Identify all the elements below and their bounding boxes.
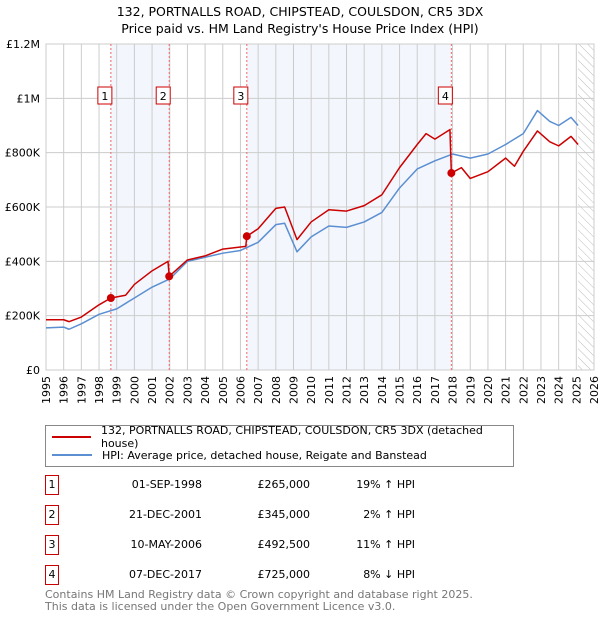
legend-label: 132, PORTNALLS ROAD, CHIPSTEAD, COULSDON… [100,424,483,450]
legend-swatch-red [52,436,91,438]
sale-price: £345,000 [257,508,311,521]
legend-label: HPI: Average price, detached house, Reig… [102,448,427,462]
x-tick-label: 2016 [411,376,424,404]
sale-label-box [97,86,113,105]
x-tick-label: 1995 [40,376,53,404]
x-tick-label: 2008 [270,376,283,404]
sale-label-box [233,86,249,105]
sale-point [106,294,115,303]
legend-item-hpi: HPI: Average price, detached house, Reig… [52,447,427,463]
footer-line-2: This data is licensed under the Open Gov… [45,600,396,613]
y-tick-label: £0 [26,364,40,377]
x-tick-label: 2011 [323,376,336,404]
sale-number: 3 [45,535,59,555]
sale-number: 4 [45,565,59,585]
sale-label: 4 [442,90,449,103]
legend: 132, PORTNALLS ROAD, CHIPSTEAD, COULSDON… [45,424,514,467]
sale-price: £725,000 [257,568,311,581]
sale-hpi-diff: 2% ↑ HPI [363,508,415,521]
sale-point [242,232,251,241]
sale-label: 1 [101,90,108,103]
sale-label: 3 [237,90,244,103]
x-tick-label: 2004 [199,376,212,404]
x-tick-label: 2002 [164,376,177,404]
x-tick-label: 2020 [482,376,495,404]
y-tick-label: £600K [5,201,41,214]
x-tick-label: 2007 [252,376,265,404]
sale-number: 1 [45,475,59,495]
x-tick-label: 2021 [500,376,513,404]
x-tick-label: 2018 [447,376,460,404]
x-tick-label: 1999 [111,376,124,404]
x-tick-label: 2000 [128,376,141,404]
x-tick-label: 2024 [553,376,566,404]
x-tick-label: 1998 [93,376,106,404]
legend-swatch-blue [52,454,92,456]
y-tick-label: £1.2M [6,38,40,51]
x-tick-label: 1996 [58,376,71,404]
sale-number: 2 [45,505,59,525]
x-tick-label: 2019 [464,376,477,404]
sale-date: 01-SEP-1998 [131,478,202,491]
sale-point [447,169,456,178]
plot-border [45,43,595,371]
price-chart: 1995 1996 1997 1998 1999 2000 2001 2002 2003 2004… [5,38,600,404]
x-tick-label: 2015 [394,376,407,404]
sale-hpi-diff: 11% ↑ HPI [356,538,415,551]
chart-subtitle: Price paid vs. HM Land Registry's House … [121,21,479,36]
x-tick-label: 2012 [341,376,354,404]
sale-hpi-diff: 8% ↓ HPI [363,568,415,581]
sale-price: £492,500 [257,538,311,551]
sale-price: £265,000 [257,478,311,491]
x-tick-label: 2025 [570,376,583,404]
sales-table-row: 3 10-MAY-2006 £492,500 11% ↑ HPI [45,535,415,555]
series-line-hpi [45,109,579,330]
y-tick-label: £400K [5,255,41,268]
legend-item-property: 132, PORTNALLS ROAD, CHIPSTEAD, COULSDON… [52,424,513,450]
sale-date: 10-MAY-2006 [130,538,202,551]
y-tick-label: £200K [5,310,41,323]
sales-table-row: 4 07-DEC-2017 £725,000 8% ↓ HPI [45,565,415,585]
y-tick-label: £800K [5,147,41,160]
x-tick-label: 2009 [287,376,300,404]
x-tick-label: 1997 [75,376,88,404]
sale-date: 07-DEC-2017 [128,568,202,581]
sale-date: 21-DEC-2001 [128,508,202,521]
x-tick-label: 2001 [146,376,159,404]
footer-line-1: Contains HM Land Registry data © Crown c… [45,588,473,601]
x-tick-label: 2006 [234,376,247,404]
series-line-property [46,128,579,323]
chart-title: 132, PORTNALLS ROAD, CHIPSTEAD, COULSDON… [116,4,484,19]
x-tick-label: 2026 [588,376,600,404]
x-tick-label: 2013 [358,376,371,404]
y-tick-label: £1M [17,92,41,105]
sales-table-row: 1 01-SEP-1998 £265,000 19% ↑ HPI [45,475,415,495]
sale-label-box [437,86,453,105]
x-tick-label: 2023 [535,376,548,404]
sales-table-row: 2 21-DEC-2001 £345,000 2% ↑ HPI [45,505,415,525]
x-tick-label: 2014 [376,376,389,404]
x-tick-label: 2005 [217,376,230,404]
x-tick-label: 2010 [305,376,318,404]
x-tick-label: 2022 [517,376,530,404]
footer: Contains HM Land Registry data © Crown c… [45,589,473,613]
sale-point [165,272,174,281]
x-tick-label: 2003 [181,376,194,404]
sale-label-box [155,86,171,105]
x-tick-label: 2017 [429,376,442,404]
sale-hpi-diff: 19% ↑ HPI [356,478,415,491]
sale-label: 2 [160,90,167,103]
